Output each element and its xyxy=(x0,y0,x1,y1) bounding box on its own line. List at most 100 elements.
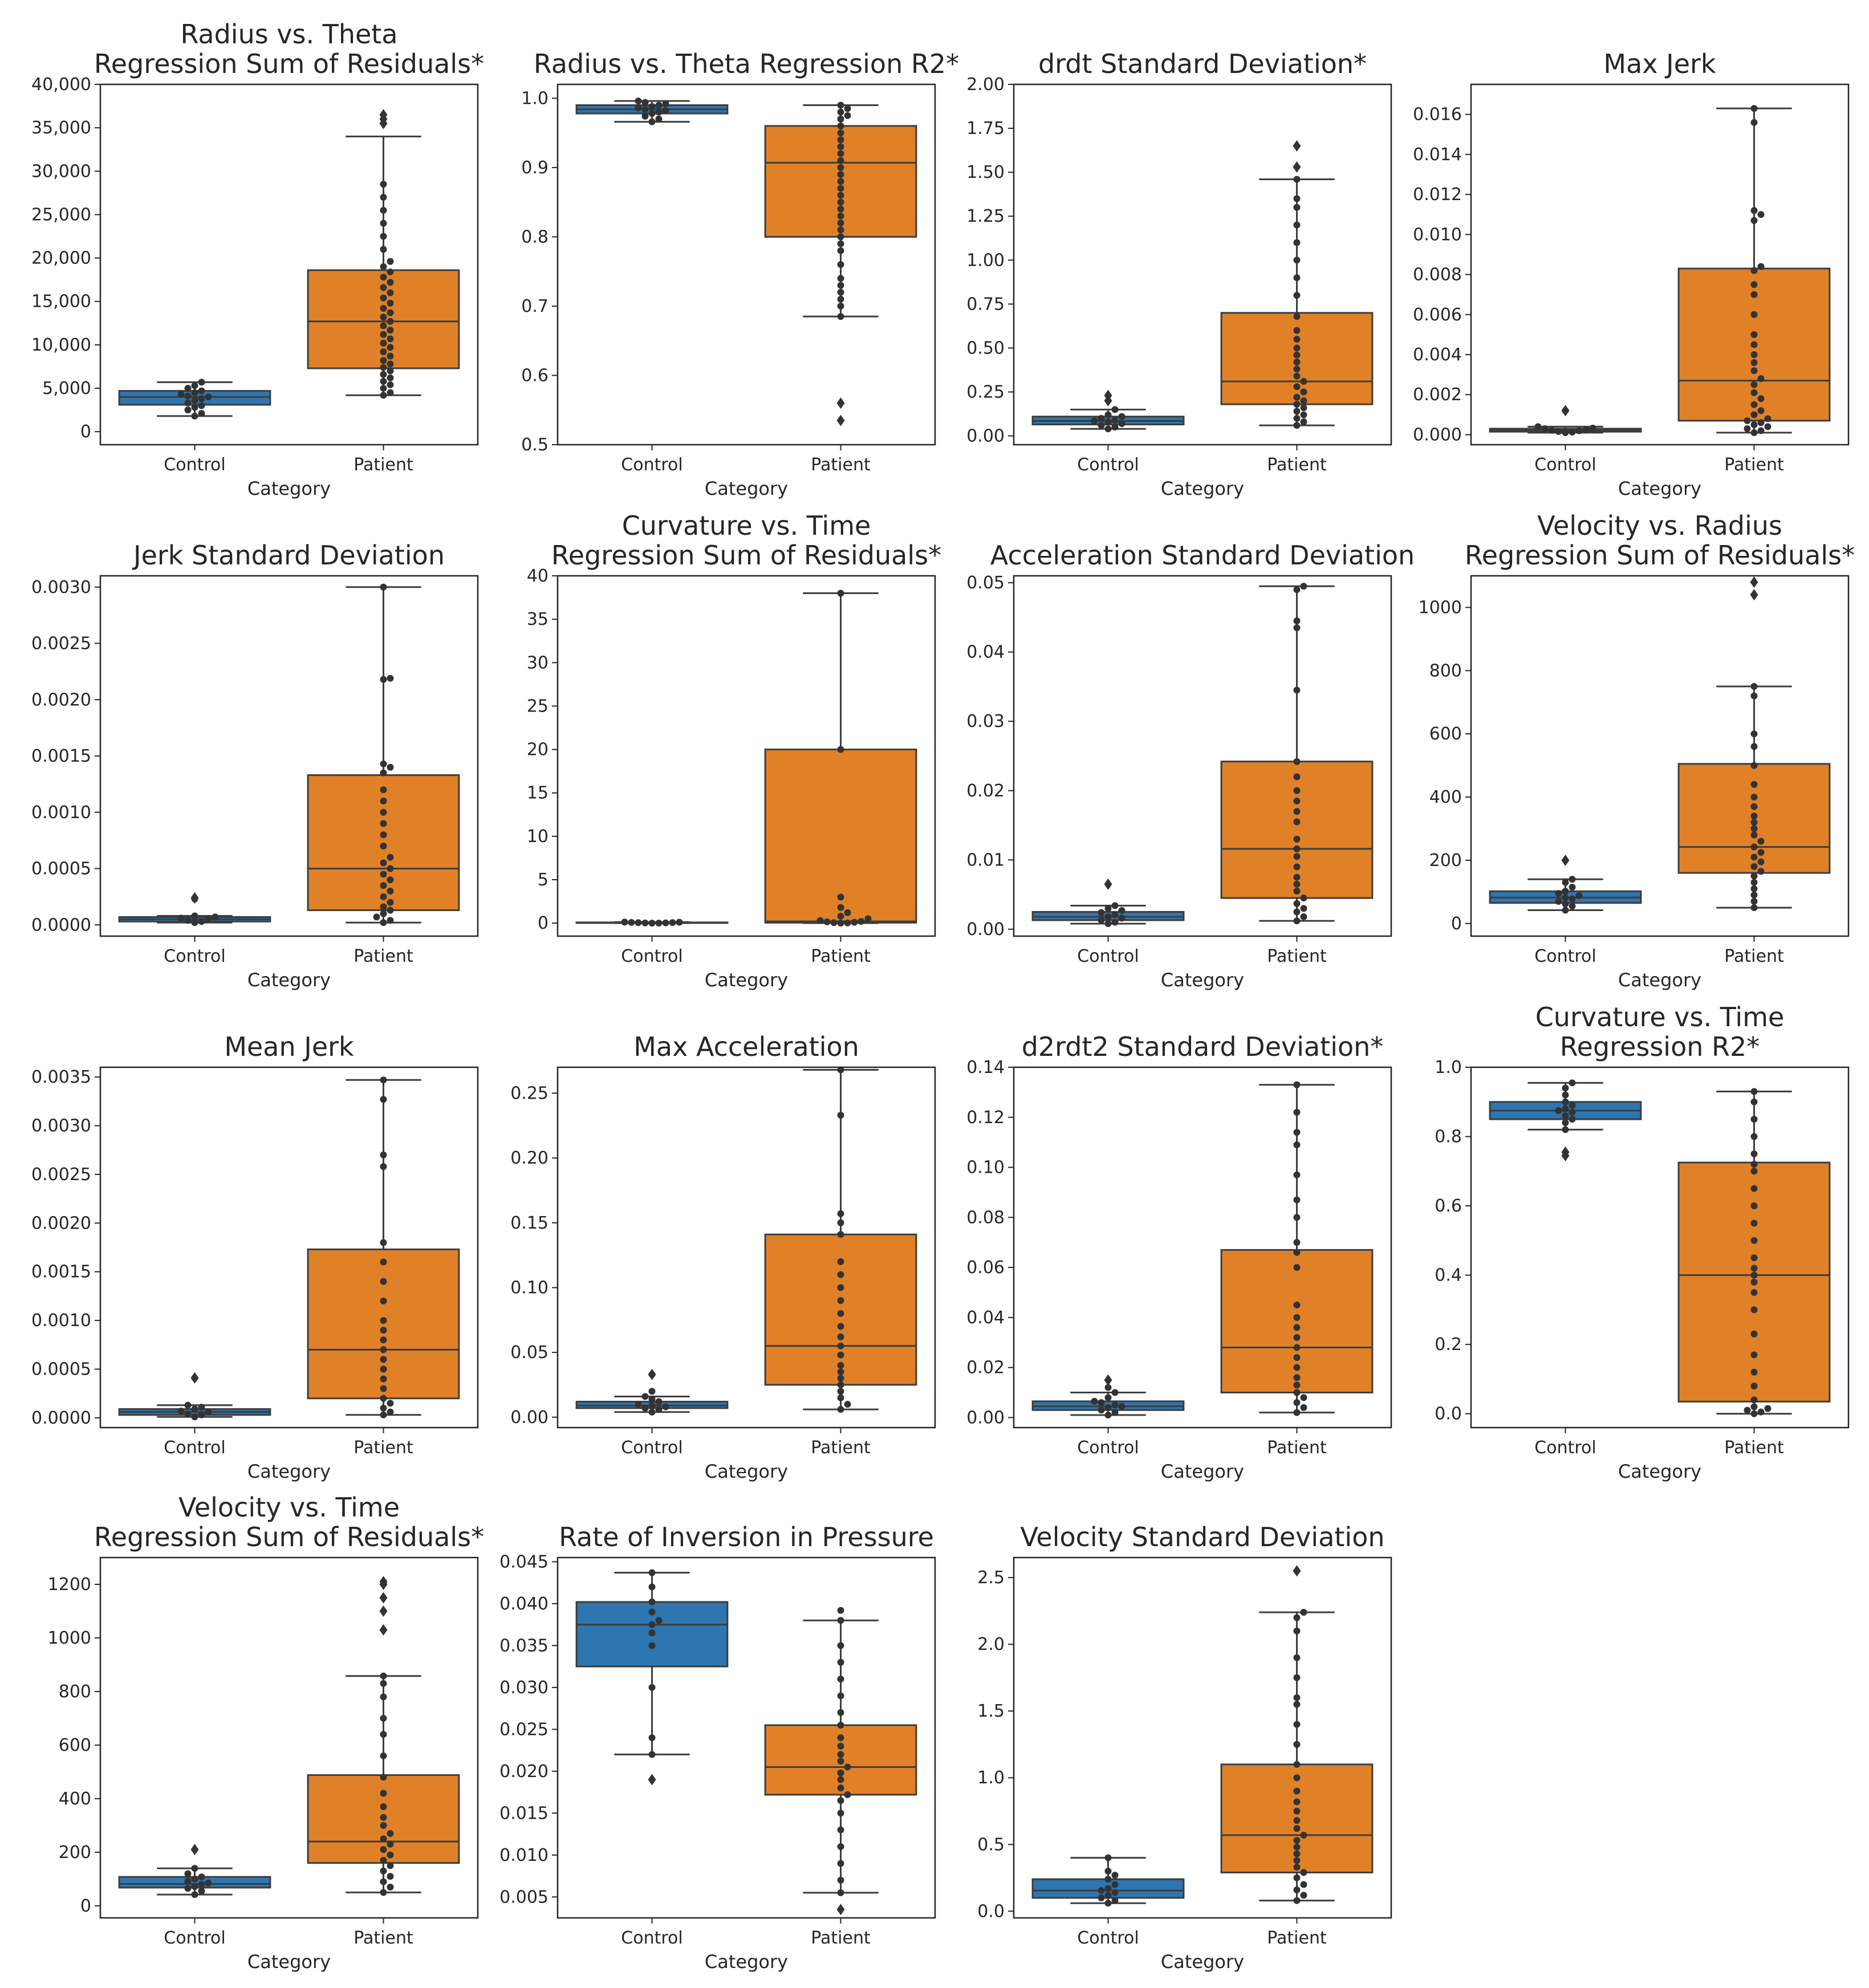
outlier-marker xyxy=(1293,140,1301,152)
data-point xyxy=(1104,1900,1112,1907)
data-point xyxy=(387,352,394,360)
data-point xyxy=(837,192,844,199)
y-tick-label: 40 xyxy=(527,566,548,586)
data-point xyxy=(1293,617,1301,624)
data-point xyxy=(1750,743,1758,750)
data-point xyxy=(387,389,394,396)
data-point xyxy=(380,284,387,291)
data-point xyxy=(380,820,387,827)
data-point xyxy=(1750,692,1758,700)
chart-panel: Velocity Standard Deviation 0.0 0.5 1.0 1.5 2… xyxy=(977,1522,1392,1973)
data-point xyxy=(837,198,844,206)
x-tick-label: Control xyxy=(621,946,682,966)
data-point xyxy=(837,1784,844,1792)
box-patient xyxy=(307,109,460,399)
data-point xyxy=(1300,1892,1307,1899)
data-point xyxy=(1293,1389,1301,1396)
chart-title: Velocity vs. Time xyxy=(178,1492,400,1523)
y-tick-label: 1.50 xyxy=(966,162,1005,182)
data-point xyxy=(1293,1807,1301,1815)
data-point xyxy=(380,1163,387,1170)
data-point xyxy=(837,1310,844,1317)
data-point xyxy=(380,193,387,201)
y-tick-label: 600 xyxy=(1429,724,1462,744)
y-tick-label: 2.00 xyxy=(966,75,1005,95)
data-point xyxy=(676,918,683,926)
data-point xyxy=(837,1368,844,1376)
data-point xyxy=(380,1803,387,1810)
y-tick-label: 0.0020 xyxy=(31,1213,91,1233)
x-tick-label: Patient xyxy=(354,455,413,475)
chart-title: Regression Sum of Residuals* xyxy=(94,48,484,79)
data-point xyxy=(177,391,185,398)
data-point xyxy=(191,1405,198,1413)
data-point xyxy=(1750,1396,1758,1404)
box-control xyxy=(118,1844,271,1898)
plot-frame xyxy=(556,83,936,446)
data-point xyxy=(387,1883,394,1891)
outlier-marker xyxy=(1104,1374,1112,1386)
data-point xyxy=(387,326,394,334)
chart-title: Max Jerk xyxy=(1603,48,1716,79)
chart-title: Velocity Standard Deviation xyxy=(1021,1522,1385,1552)
box-patient xyxy=(764,590,917,927)
data-point xyxy=(1300,895,1307,902)
data-point xyxy=(1750,730,1758,738)
plot-frame xyxy=(556,575,936,937)
data-point xyxy=(1293,351,1301,359)
data-point xyxy=(1750,1219,1758,1227)
data-point xyxy=(1562,1126,1569,1133)
x-axis-label: Category xyxy=(1161,478,1244,499)
data-point xyxy=(380,859,387,867)
y-tick-label: 0.04 xyxy=(966,643,1005,662)
data-point xyxy=(1293,383,1301,391)
y-tick-label: 1.0 xyxy=(1435,1058,1462,1078)
y-tick-label: 0.035 xyxy=(499,1636,548,1656)
data-point xyxy=(205,393,212,401)
data-point xyxy=(1293,1850,1301,1857)
data-point xyxy=(1757,849,1765,856)
data-point xyxy=(837,1889,844,1896)
data-point xyxy=(837,1617,844,1624)
x-tick-label: Control xyxy=(164,1928,225,1948)
chart-panel: Jerk Standard Deviation 0.0000 0.0005 0.001… xyxy=(31,540,479,991)
y-tick-label: 0.08 xyxy=(966,1208,1005,1227)
box-patient xyxy=(1677,1088,1831,1417)
data-point xyxy=(380,769,387,777)
data-point xyxy=(387,344,394,351)
y-tick-label: 0.7 xyxy=(521,296,548,316)
data-point xyxy=(837,1692,844,1700)
data-point xyxy=(1750,1237,1758,1244)
data-point xyxy=(1293,1843,1301,1851)
data-point xyxy=(184,392,192,400)
data-point xyxy=(380,304,387,312)
data-point xyxy=(380,371,387,378)
data-point xyxy=(837,1797,844,1804)
data-point xyxy=(1757,838,1765,845)
data-point xyxy=(1104,1384,1112,1391)
y-tick-label: 0.0015 xyxy=(31,1262,91,1282)
y-tick-label: 0.8 xyxy=(1435,1127,1462,1147)
data-point xyxy=(837,1776,844,1783)
data-point xyxy=(387,335,394,343)
data-point xyxy=(387,917,394,924)
data-point xyxy=(380,1856,387,1864)
data-point xyxy=(837,205,844,213)
outlier-marker xyxy=(836,397,845,409)
data-point xyxy=(844,1401,851,1408)
data-point xyxy=(648,1642,656,1649)
data-point xyxy=(1293,1886,1301,1893)
y-tick-label: 1.75 xyxy=(966,119,1005,139)
data-point xyxy=(1293,176,1301,183)
data-point xyxy=(635,104,642,112)
data-point xyxy=(1750,898,1758,905)
data-point xyxy=(1293,787,1301,794)
data-point xyxy=(387,258,394,265)
y-tick-label: 0.010 xyxy=(499,1845,548,1865)
data-point xyxy=(1293,1264,1301,1271)
data-point xyxy=(837,101,844,109)
chart-title: Regression Sum of Residuals* xyxy=(551,540,941,571)
data-point xyxy=(1750,381,1758,388)
